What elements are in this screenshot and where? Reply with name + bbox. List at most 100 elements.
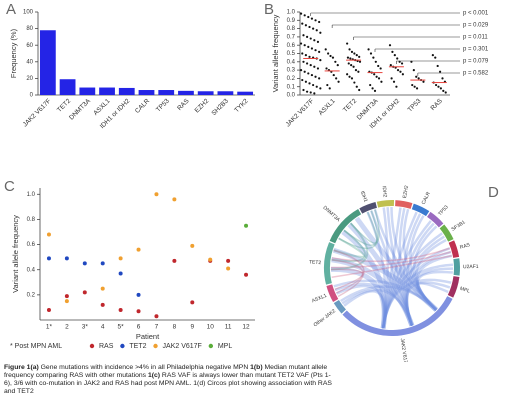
y-tick-label: 0.4 xyxy=(27,267,36,273)
data-point xyxy=(328,87,331,90)
y-tick-label: 0.8 xyxy=(27,217,36,223)
y-tick-label: 0.4 xyxy=(287,59,296,65)
data-point xyxy=(244,223,249,228)
segment-label: EZH2 xyxy=(402,185,410,199)
y-tick-label: 0.3 xyxy=(287,68,296,74)
data-point xyxy=(226,266,231,271)
x-tick-label: 4 xyxy=(101,324,105,331)
ring-segment xyxy=(333,300,346,314)
data-point xyxy=(355,54,358,57)
y-tick-label: 20 xyxy=(26,76,33,82)
data-point xyxy=(307,72,310,75)
chord xyxy=(381,207,402,329)
data-point xyxy=(302,88,305,92)
bar xyxy=(158,90,175,95)
data-point xyxy=(393,54,396,57)
x-tick-label: 9 xyxy=(190,324,194,331)
p-value: p = 0.011 xyxy=(463,35,488,41)
chord xyxy=(343,290,386,329)
x-tick-label: TP53 xyxy=(155,97,171,113)
x-tick-label: JAK2 V617F xyxy=(22,98,53,129)
data-point xyxy=(318,77,321,80)
chord xyxy=(366,211,387,329)
data-point xyxy=(413,85,416,88)
ring-segment xyxy=(447,276,460,298)
data-point xyxy=(353,81,356,84)
caption-text: 1(b) xyxy=(250,364,263,371)
bar xyxy=(178,90,194,95)
ring-segment xyxy=(326,284,339,302)
data-point xyxy=(358,88,361,92)
data-point xyxy=(154,314,159,319)
ring-segment xyxy=(376,200,395,208)
x-tick-label: 7 xyxy=(155,324,159,331)
data-point xyxy=(373,89,377,92)
legend-label: TET2 xyxy=(129,343,146,350)
chord xyxy=(354,216,438,312)
data-point xyxy=(348,75,351,78)
data-point xyxy=(442,89,445,92)
data-point xyxy=(315,29,318,32)
data-point xyxy=(309,37,312,40)
legend-marker xyxy=(89,343,95,349)
p-value: p < 0.001 xyxy=(463,11,489,17)
data-point xyxy=(375,75,378,78)
data-point xyxy=(118,307,123,312)
data-point xyxy=(332,73,335,77)
data-point xyxy=(82,261,87,266)
legend-note: * Post MPN AML xyxy=(10,343,62,350)
chord xyxy=(330,251,452,269)
caption-text: Figure 1(a) xyxy=(4,364,39,371)
chord xyxy=(381,220,432,329)
x-tick-label: TP53 xyxy=(407,97,423,113)
data-point xyxy=(439,87,442,90)
data-point xyxy=(396,69,400,72)
data-point xyxy=(380,80,383,83)
data-point xyxy=(302,60,305,63)
y-tick-label: 1.0 xyxy=(27,192,36,198)
data-point xyxy=(396,57,399,60)
chord xyxy=(381,263,453,329)
data-point xyxy=(308,55,311,58)
data-point xyxy=(415,75,418,78)
chord xyxy=(331,247,450,263)
data-point xyxy=(346,42,349,45)
x-tick-label: 8 xyxy=(173,324,177,331)
chord xyxy=(370,210,414,327)
bar xyxy=(217,91,234,95)
chord xyxy=(331,229,367,263)
x-tick-label: 12 xyxy=(242,324,250,331)
chord xyxy=(333,249,365,298)
data-point xyxy=(389,64,392,67)
segment-label: RAS xyxy=(459,242,471,251)
data-point xyxy=(436,64,439,68)
chord xyxy=(341,288,414,327)
chord xyxy=(373,209,438,311)
y-tick-label: 1.0 xyxy=(287,10,296,16)
x-tick-label: TET2 xyxy=(56,97,72,113)
data-point xyxy=(337,80,340,83)
chord xyxy=(347,222,415,327)
y-tick-label: 0.0 xyxy=(287,93,296,99)
data-point xyxy=(308,25,311,29)
chord xyxy=(331,258,364,294)
data-point xyxy=(310,73,314,77)
x-tick-label: TET2 xyxy=(342,97,358,113)
data-point xyxy=(327,52,330,55)
y-tick-label: 0.7 xyxy=(287,34,296,40)
chord xyxy=(381,211,418,329)
data-point xyxy=(348,48,351,51)
y-tick-label: 0.2 xyxy=(287,76,296,82)
chord xyxy=(415,282,449,311)
data-point xyxy=(331,56,335,59)
p-value: p = 0.582 xyxy=(463,71,489,77)
data-point xyxy=(304,80,307,83)
chord xyxy=(333,279,438,311)
chord xyxy=(415,238,447,311)
chord xyxy=(332,247,438,312)
data-point xyxy=(373,73,376,76)
bar xyxy=(79,87,96,95)
data-point xyxy=(118,271,123,276)
